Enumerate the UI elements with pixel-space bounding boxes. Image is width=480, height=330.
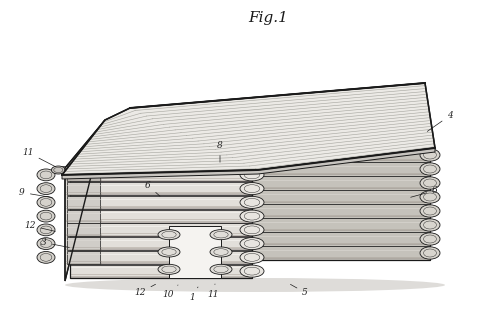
Ellipse shape (37, 238, 55, 249)
Bar (70, 182, 252, 195)
Text: 11: 11 (22, 148, 56, 167)
Bar (169, 226, 221, 278)
Ellipse shape (420, 233, 440, 245)
Ellipse shape (158, 264, 180, 274)
Bar (67, 210, 100, 223)
Ellipse shape (210, 230, 232, 240)
Ellipse shape (37, 251, 55, 263)
Bar (252, 162, 430, 176)
Bar (70, 210, 252, 223)
Bar (67, 168, 100, 182)
Ellipse shape (420, 177, 440, 189)
Bar (70, 168, 252, 182)
Ellipse shape (37, 169, 55, 181)
Bar (70, 265, 252, 278)
Bar (252, 190, 430, 204)
Ellipse shape (37, 196, 55, 208)
Ellipse shape (420, 219, 440, 231)
Text: 9: 9 (19, 188, 52, 198)
Text: 1: 1 (189, 287, 198, 302)
Bar (70, 251, 252, 264)
Bar (70, 237, 252, 250)
Ellipse shape (37, 224, 55, 236)
Polygon shape (62, 83, 435, 175)
Bar (252, 218, 430, 232)
Bar (61, 166, 67, 174)
Ellipse shape (240, 196, 264, 209)
Bar (67, 251, 100, 264)
Ellipse shape (65, 278, 445, 292)
Bar (252, 232, 430, 246)
Text: 12: 12 (24, 221, 55, 231)
Text: Fig.1: Fig.1 (248, 11, 288, 25)
Bar (67, 196, 100, 209)
Bar (252, 246, 430, 260)
Bar (70, 223, 252, 237)
Text: 11: 11 (207, 284, 219, 299)
Ellipse shape (37, 210, 55, 222)
Bar (252, 148, 430, 162)
Bar (67, 237, 100, 250)
Ellipse shape (240, 169, 264, 181)
Text: 8: 8 (217, 141, 223, 162)
Ellipse shape (240, 210, 264, 222)
Ellipse shape (240, 224, 264, 236)
Bar (252, 204, 430, 218)
Ellipse shape (420, 191, 440, 203)
Ellipse shape (240, 251, 264, 263)
Ellipse shape (240, 182, 264, 195)
Text: 6: 6 (145, 181, 160, 196)
Text: 10: 10 (162, 285, 178, 299)
Bar (67, 182, 100, 195)
Ellipse shape (420, 205, 440, 217)
Text: 12: 12 (134, 284, 156, 297)
Text: 4: 4 (427, 111, 453, 131)
Bar (70, 196, 252, 209)
Polygon shape (65, 120, 105, 281)
Ellipse shape (37, 183, 55, 195)
Ellipse shape (420, 149, 440, 161)
Ellipse shape (420, 163, 440, 175)
Ellipse shape (158, 247, 180, 257)
Ellipse shape (158, 230, 180, 240)
Bar (67, 223, 100, 237)
Text: 6: 6 (411, 186, 438, 197)
Ellipse shape (51, 166, 65, 174)
Ellipse shape (420, 247, 440, 259)
Ellipse shape (240, 238, 264, 250)
Bar (252, 176, 430, 190)
Polygon shape (62, 148, 435, 179)
Ellipse shape (240, 265, 264, 277)
Ellipse shape (210, 247, 232, 257)
Ellipse shape (210, 264, 232, 274)
Text: 3: 3 (41, 238, 69, 248)
Text: 5: 5 (290, 284, 308, 297)
